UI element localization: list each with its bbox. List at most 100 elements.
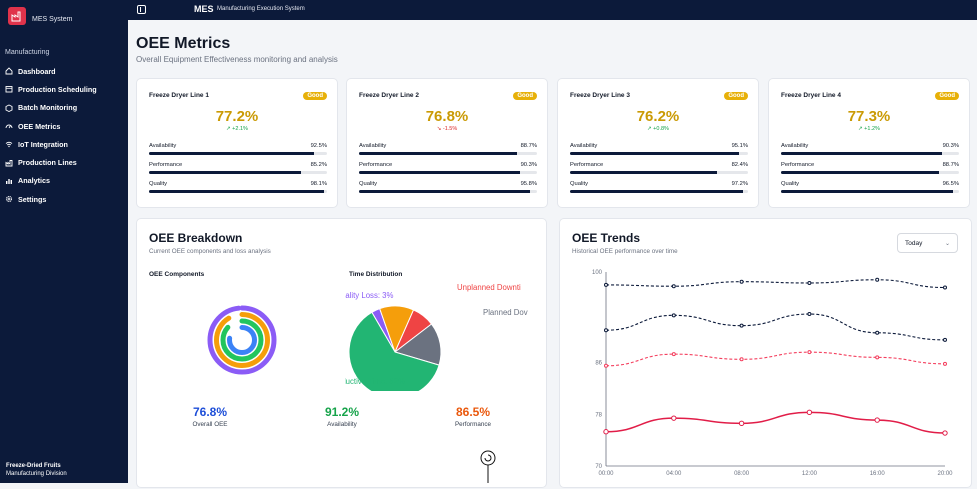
sidebar-item-dashboard[interactable]: Dashboard bbox=[0, 62, 128, 80]
metric-value: 97.2% bbox=[731, 181, 748, 187]
package-icon bbox=[5, 104, 13, 112]
oee-value: 76.2% bbox=[636, 108, 680, 125]
trends-title: OEE Trends bbox=[572, 231, 641, 245]
page-title: OEE Metrics bbox=[136, 35, 231, 52]
time-range-value: Today bbox=[905, 240, 923, 247]
line-card[interactable]: Freeze Dryer Line 2 Good 76.8% ↘ -1.5% A… bbox=[346, 78, 548, 208]
chevron-down-icon: ⌄ bbox=[944, 241, 950, 247]
line-card[interactable]: Freeze Dryer Line 1 Good 77.2% ↗ +2.1% A… bbox=[136, 78, 338, 208]
pie-label: Unplanned Downti bbox=[457, 283, 521, 292]
sidebar-item-label: Analytics bbox=[18, 176, 50, 186]
metric-value: 82.4% bbox=[731, 162, 748, 168]
metric-progress-fill bbox=[781, 190, 953, 193]
breakdown-title: OEE Breakdown bbox=[149, 231, 243, 245]
metric-value: 96.5% bbox=[942, 181, 959, 187]
trend-point-performance bbox=[739, 323, 744, 328]
metric-value: 95.8% bbox=[520, 181, 537, 187]
sidebar-item-production-scheduling[interactable]: Production Scheduling bbox=[0, 80, 128, 98]
metric-label: Availability bbox=[570, 143, 598, 149]
radial-bar-quality bbox=[207, 305, 277, 375]
sidebar-section-label: Manufacturing bbox=[5, 49, 50, 56]
trend-point-quality bbox=[807, 350, 812, 355]
sidebar-item-label: Production Scheduling bbox=[18, 84, 97, 94]
line-card[interactable]: Freeze Dryer Line 4 Good 77.3% ↗ +1.2% A… bbox=[768, 78, 970, 208]
sidebar-item-oee-metrics[interactable]: OEE Metrics bbox=[0, 117, 128, 135]
metric-label: Performance bbox=[149, 162, 183, 168]
sidebar-footer: Freeze-Dried Fruits Manufacturing Divisi… bbox=[6, 462, 67, 478]
trend-point-performance bbox=[807, 312, 812, 317]
sidebar-item-settings[interactable]: Settings bbox=[0, 190, 128, 208]
sidebar-item-analytics[interactable]: Analytics bbox=[0, 172, 128, 190]
x-tick-label: 16:00 bbox=[870, 471, 886, 477]
sidebar-item-iot-integration[interactable]: IoT Integration bbox=[0, 135, 128, 153]
stat-value: 86.5% bbox=[455, 405, 491, 419]
metric-progress-fill bbox=[570, 152, 740, 155]
trend-point-oee bbox=[806, 409, 813, 416]
trend-point-availability bbox=[739, 279, 744, 284]
oee-breakdown-card: OEE Breakdown Current OEE components and… bbox=[136, 218, 547, 488]
calendar-icon bbox=[5, 85, 13, 93]
sidebar-item-label: IoT Integration bbox=[18, 139, 68, 149]
gauge-icon bbox=[5, 122, 13, 130]
pie-label: oductive Time: 62% bbox=[345, 377, 405, 386]
pie-label: uality Loss: 3% bbox=[345, 291, 394, 300]
stat-label: Availability bbox=[327, 421, 357, 428]
trend-point-availability bbox=[943, 285, 947, 290]
sidebar-item-batch-monitoring[interactable]: Batch Monitoring bbox=[0, 99, 128, 117]
sidebar-item-production-lines[interactable]: Production Lines bbox=[0, 153, 128, 171]
page-subtitle: Overall Equipment Effectiveness monitori… bbox=[136, 55, 338, 64]
metric-progress-fill bbox=[570, 190, 744, 193]
metric-label: Performance bbox=[570, 162, 604, 168]
metric-progress-track bbox=[781, 152, 959, 155]
status-badge: Good bbox=[303, 92, 327, 100]
metric-progress-track bbox=[359, 190, 537, 193]
status-badge: Good bbox=[724, 92, 748, 100]
sidebar-item-label: OEE Metrics bbox=[18, 121, 61, 131]
metric-label: Performance bbox=[781, 162, 815, 168]
trend-point-oee bbox=[671, 415, 677, 421]
metric-progress-track bbox=[359, 152, 537, 155]
sidebar: MES System Manufacturing Dashboard Produ… bbox=[0, 0, 128, 483]
sidebar-nav: Dashboard Production Scheduling Batch Mo… bbox=[0, 62, 128, 208]
refresh-handle-icon[interactable] bbox=[479, 449, 499, 483]
metric-progress-fill bbox=[781, 171, 939, 174]
metric-progress-track bbox=[149, 171, 327, 174]
trend-point-performance bbox=[875, 330, 880, 335]
sidebar-item-label: Production Lines bbox=[18, 158, 77, 168]
line-name: Freeze Dryer Line 3 bbox=[570, 92, 630, 99]
metric-progress-fill bbox=[149, 190, 324, 193]
trends-subtitle: Historical OEE performance over time bbox=[572, 248, 678, 255]
x-tick-label: 20:00 bbox=[937, 471, 953, 477]
metric-label: Availability bbox=[781, 143, 809, 149]
oee-components-chart bbox=[207, 305, 277, 375]
metric-label: Availability bbox=[149, 143, 177, 149]
y-tick-label: 78 bbox=[595, 412, 602, 418]
time-range-select[interactable]: Today ⌄ bbox=[897, 233, 958, 253]
pie-slice-productive-time bbox=[348, 311, 440, 391]
sidebar-item-label: Batch Monitoring bbox=[18, 103, 78, 113]
metric-progress-fill bbox=[359, 190, 530, 193]
trend-point-availability bbox=[807, 280, 812, 285]
trend-point-oee bbox=[874, 417, 880, 423]
metric-label: Availability bbox=[359, 143, 387, 149]
y-tick-label: 70 bbox=[595, 464, 602, 470]
metric-progress-track bbox=[781, 171, 959, 174]
oee-components-label: OEE Components bbox=[149, 271, 205, 278]
factory-icon bbox=[5, 159, 13, 167]
sidebar-toggle-icon[interactable] bbox=[137, 5, 146, 14]
metric-progress-track bbox=[570, 171, 748, 174]
company-name: Freeze-Dried Fruits bbox=[6, 463, 61, 469]
metric-progress-track bbox=[570, 152, 748, 155]
metric-value: 85.2% bbox=[310, 162, 327, 168]
metric-progress-track bbox=[359, 171, 537, 174]
trend-point-quality bbox=[943, 361, 947, 366]
oee-change: ↗ +0.8% bbox=[647, 126, 669, 132]
trend-point-performance bbox=[671, 313, 676, 318]
x-tick-label: 04:00 bbox=[666, 471, 682, 477]
line-card[interactable]: Freeze Dryer Line 3 Good 76.2% ↗ +0.8% A… bbox=[557, 78, 759, 208]
oee-value: 77.2% bbox=[215, 108, 259, 125]
trend-point-availability bbox=[604, 282, 608, 287]
metric-value: 88.7% bbox=[520, 143, 537, 149]
trend-point-availability bbox=[875, 277, 880, 282]
oee-change: ↗ +2.1% bbox=[226, 126, 248, 132]
